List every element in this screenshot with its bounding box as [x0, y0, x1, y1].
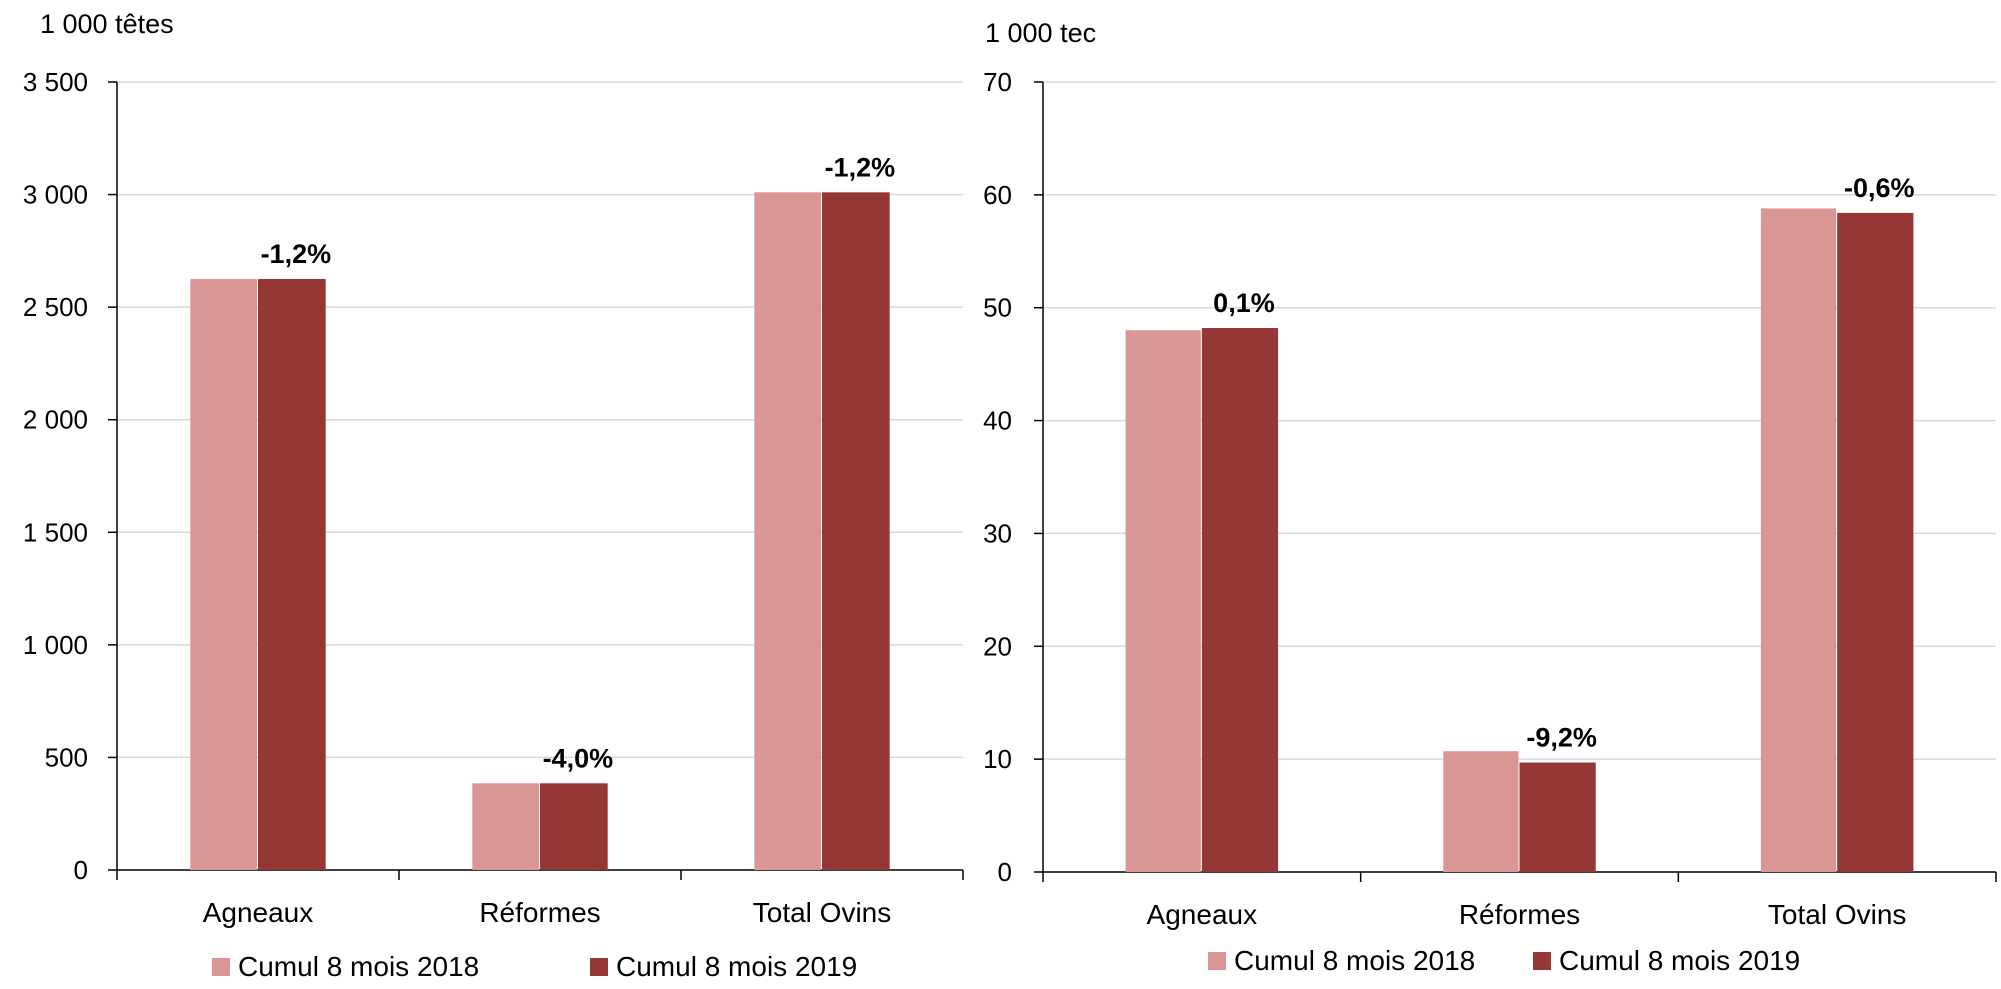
x-category-label: Réformes — [1459, 899, 1580, 930]
x-category-label: Agneaux — [1147, 899, 1258, 930]
right-chart: 1 000 tec 0 10 20 30 40 50 60 70 0,1% Agneaux -9,2%… — [983, 18, 1997, 976]
y-tick-label: 2 000 — [23, 405, 88, 435]
y-tick-label: 1 500 — [23, 517, 88, 547]
legend-swatch — [1533, 952, 1551, 970]
legend-swatch — [212, 958, 230, 976]
y-tick-label: 50 — [983, 293, 1012, 323]
change-annotation: -0,6% — [1844, 173, 1915, 203]
y-tick-label: 3 000 — [23, 180, 88, 210]
y-tick-label: 2 500 — [23, 292, 88, 322]
y-tick-label: 10 — [983, 744, 1012, 774]
x-category-label: Réformes — [479, 897, 600, 928]
bar-2019-total-ovins — [1837, 212, 1914, 872]
bar-2019-total-ovins — [822, 192, 890, 870]
change-annotation: -4,0% — [543, 743, 614, 773]
y-tick-label: 60 — [983, 180, 1012, 210]
change-annotation: 0,1% — [1213, 288, 1275, 318]
legend-swatch — [1208, 952, 1226, 970]
bar-2019-r-formes — [1519, 762, 1596, 872]
y-unit-label: 1 000 têtes — [40, 9, 174, 39]
bar-2018-r-formes — [1443, 751, 1519, 872]
left-chart: 1 000 têtes 0 500 1 000 1 500 2 000 2 500 3 000… — [23, 9, 964, 982]
y-tick-label: 70 — [983, 67, 1012, 97]
bar-2018-total-ovins — [754, 192, 821, 870]
y-tick-label: 500 — [45, 742, 88, 772]
y-unit-label: 1 000 tec — [985, 18, 1096, 48]
legend-swatch — [590, 958, 608, 976]
y-tick-label: 0 — [74, 855, 88, 885]
change-annotation: -9,2% — [1526, 723, 1597, 753]
bar-2018-agneaux — [190, 279, 257, 870]
y-tick-label: 20 — [983, 631, 1012, 661]
x-category-label: Total Ovins — [753, 897, 892, 928]
legend-label: Cumul 8 mois 2018 — [1234, 945, 1475, 976]
bar-2019-agneaux — [1201, 328, 1279, 872]
y-tick-label: 0 — [998, 857, 1012, 887]
x-category-label: Agneaux — [203, 897, 314, 928]
y-tick-label: 30 — [983, 518, 1012, 548]
x-category-label: Total Ovins — [1768, 899, 1907, 930]
y-tick-label: 40 — [983, 406, 1012, 436]
change-annotation: -1,2% — [261, 239, 332, 269]
bar-2018-agneaux — [1125, 330, 1201, 872]
bar-2018-r-formes — [472, 783, 539, 870]
legend-label: Cumul 8 mois 2019 — [1559, 945, 1800, 976]
y-tick-label: 3 500 — [23, 67, 88, 97]
legend-label: Cumul 8 mois 2018 — [238, 951, 479, 982]
bar-2019-r-formes — [540, 783, 608, 870]
legend-label: Cumul 8 mois 2019 — [616, 951, 857, 982]
y-tick-label: 1 000 — [23, 630, 88, 660]
bar-2018-total-ovins — [1760, 208, 1837, 872]
change-annotation: -1,2% — [825, 152, 896, 182]
bar-2019-agneaux — [258, 279, 326, 870]
